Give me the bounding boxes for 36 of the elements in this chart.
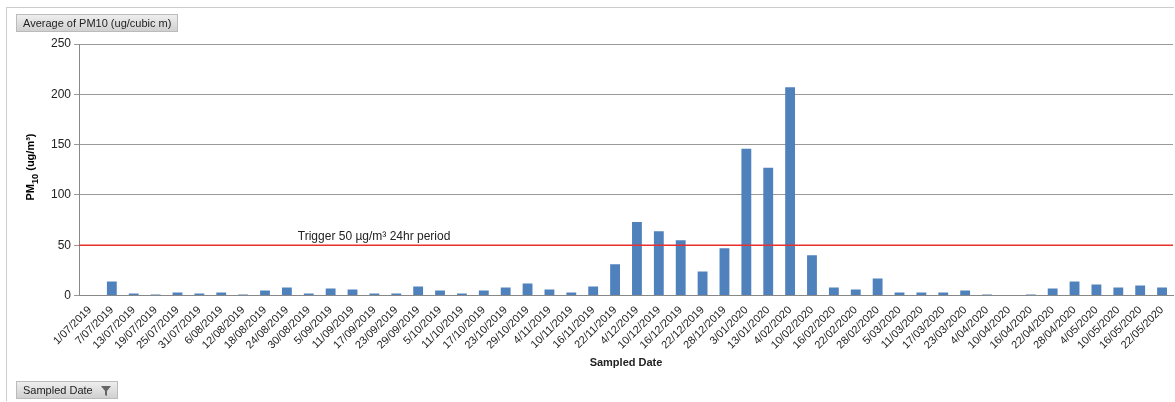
y-tick-label: 200 (50, 86, 72, 101)
bar (1047, 288, 1058, 296)
bar (281, 287, 292, 296)
y-tick-label: 250 (50, 36, 72, 51)
bar (610, 264, 620, 296)
bar (850, 289, 861, 296)
bar (522, 283, 533, 296)
bar (719, 248, 730, 296)
y-tick-label: 0 (64, 287, 72, 302)
bar (741, 148, 752, 296)
bar (828, 287, 839, 296)
bar (106, 281, 117, 296)
bar (413, 286, 424, 296)
bar (588, 286, 599, 296)
bar (325, 288, 336, 296)
text: Sampled Date (23, 384, 93, 396)
bar (872, 278, 883, 296)
y-tick-label: 150 (50, 136, 72, 151)
y-tick-label: 50 (57, 237, 72, 252)
y-tick-label: 100 (50, 187, 72, 202)
x-axis-title: Sampled Date (589, 356, 663, 369)
bar (1113, 287, 1124, 296)
bar (1157, 287, 1167, 296)
bar (632, 222, 642, 296)
bar (675, 240, 686, 296)
bar (763, 167, 774, 296)
bar (653, 231, 664, 296)
bar (785, 87, 796, 296)
bar (1135, 285, 1146, 296)
bar (1091, 284, 1102, 296)
bar (1069, 281, 1080, 296)
bar (500, 287, 511, 296)
bar (697, 271, 708, 296)
bar (807, 255, 817, 296)
ref-line-label: Trigger 50 µg/m³ 24hr period (297, 228, 451, 243)
chart-title: Average of PM10 (ug/cubic m) (16, 14, 179, 32)
